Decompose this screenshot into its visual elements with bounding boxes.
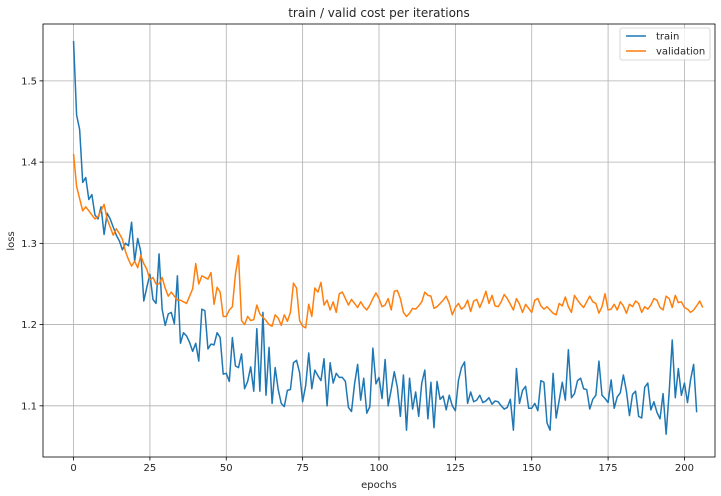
legend: train validation (619, 27, 711, 61)
x-tick-label: 150 (522, 463, 541, 474)
x-tick-label: 0 (70, 463, 76, 474)
chart-title: train / valid cost per iterations (288, 6, 470, 20)
x-tick-label: 75 (296, 463, 309, 474)
y-tick-label: 1.2 (21, 320, 37, 331)
x-tick-label: 100 (369, 463, 388, 474)
x-tick-label: 200 (675, 463, 694, 474)
series-layer (72, 41, 704, 435)
axis-ticks: 0 25 50 75 100 125 150 175 200 1.1 1.2 1.3 1.4 1.5 (21, 76, 694, 474)
x-tick-label: 125 (446, 463, 465, 474)
y-tick-label: 1.1 (21, 401, 37, 412)
grid-lines (43, 24, 715, 457)
legend-label-validation: validation (656, 47, 705, 58)
y-tick-label: 1.3 (21, 239, 37, 250)
y-tick-label: 1.4 (21, 158, 37, 169)
series-line-validation (72, 153, 704, 329)
x-tick-label: 50 (220, 463, 233, 474)
series-line-train (72, 41, 698, 435)
x-tick-label: 25 (144, 463, 157, 474)
x-axis-label: epochs (361, 480, 397, 491)
y-tick-label: 1.5 (21, 76, 37, 87)
legend-label-train: train (656, 32, 679, 43)
y-axis-label: loss (6, 231, 17, 250)
x-tick-label: 175 (599, 463, 618, 474)
